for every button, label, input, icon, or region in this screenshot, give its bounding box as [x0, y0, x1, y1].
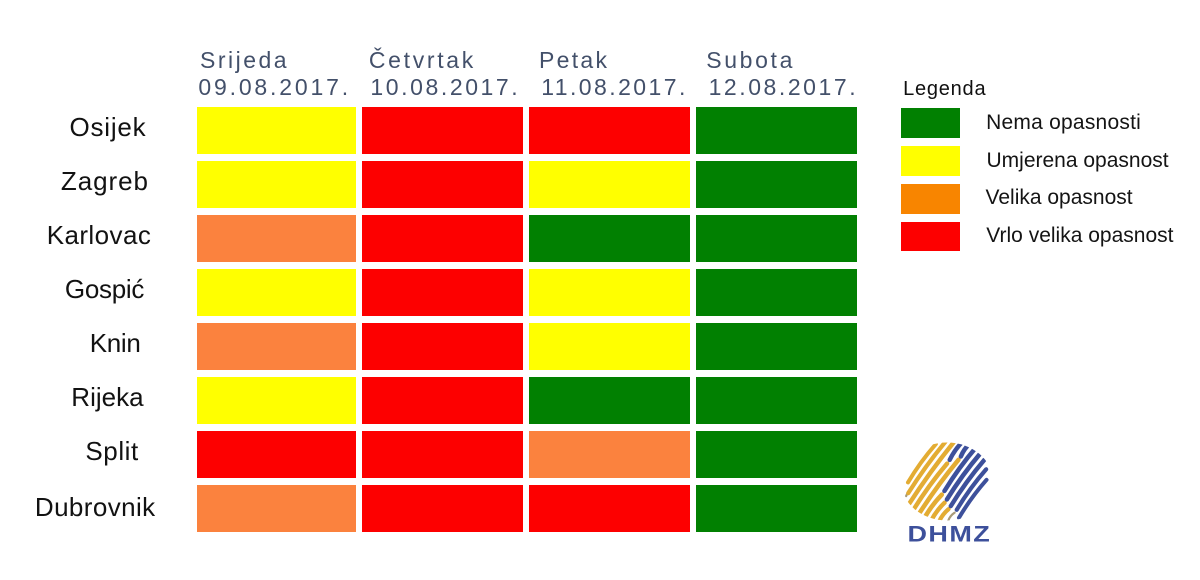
svg-text:DHMZ: DHMZ — [908, 522, 992, 546]
